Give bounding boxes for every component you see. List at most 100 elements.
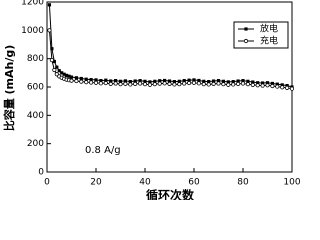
marker xyxy=(256,81,260,85)
marker xyxy=(246,79,250,83)
marker xyxy=(65,73,69,77)
marker xyxy=(84,80,89,85)
legend-label: 放电 xyxy=(260,23,278,35)
marker xyxy=(84,77,88,81)
marker xyxy=(103,80,108,86)
marker xyxy=(197,78,201,83)
marker xyxy=(226,80,230,84)
marker xyxy=(133,81,138,86)
marker xyxy=(177,82,182,87)
y-tick-label: 400 xyxy=(27,111,44,121)
marker xyxy=(270,83,275,89)
marker xyxy=(114,79,118,83)
x-axis-label: 循环次数 xyxy=(146,188,195,201)
marker xyxy=(158,79,162,83)
y-axis-label: 比容量 (mAh/g) xyxy=(2,45,16,132)
legend-label: 充电 xyxy=(260,35,278,47)
chart: 比容量 (mAh/g) 循环次数 0.8 A/g 020040060080010… xyxy=(2,0,300,201)
marker xyxy=(79,76,83,81)
marker xyxy=(245,82,250,87)
marker xyxy=(250,82,255,87)
marker xyxy=(104,78,108,82)
marker xyxy=(202,79,206,83)
marker xyxy=(123,79,127,83)
marker xyxy=(216,79,221,83)
marker xyxy=(212,79,216,83)
marker xyxy=(50,47,54,51)
marker xyxy=(275,84,280,89)
marker xyxy=(236,81,241,86)
marker xyxy=(231,82,236,87)
y-tick-label: 1200 xyxy=(21,0,44,8)
series-line xyxy=(48,4,293,88)
marker xyxy=(47,3,52,7)
marker xyxy=(275,82,279,86)
marker xyxy=(118,82,123,87)
marker xyxy=(55,65,59,69)
marker xyxy=(270,81,274,86)
marker xyxy=(52,67,57,73)
marker xyxy=(142,82,148,87)
marker xyxy=(62,72,66,76)
marker xyxy=(240,81,246,86)
marker xyxy=(191,80,197,85)
marker xyxy=(153,79,157,83)
x-tick-label: 60 xyxy=(188,178,200,188)
x-tick-label: 0 xyxy=(44,178,50,188)
marker xyxy=(241,79,245,83)
marker xyxy=(113,81,118,86)
marker xyxy=(187,80,192,86)
marker xyxy=(157,81,162,86)
marker xyxy=(69,75,74,79)
marker xyxy=(265,81,270,85)
marker xyxy=(265,83,270,88)
marker xyxy=(207,80,211,84)
marker xyxy=(162,81,167,86)
y-tick-label: 0 xyxy=(38,168,44,178)
marker xyxy=(196,81,201,86)
marker xyxy=(93,80,99,85)
marker xyxy=(138,79,142,83)
marker xyxy=(148,80,152,84)
marker xyxy=(201,82,206,87)
marker xyxy=(52,59,56,64)
marker xyxy=(251,80,255,84)
marker xyxy=(143,79,147,83)
plot-frame xyxy=(46,1,293,173)
marker xyxy=(94,78,98,82)
marker xyxy=(167,79,172,83)
marker xyxy=(74,76,78,80)
marker xyxy=(285,83,289,88)
marker xyxy=(177,79,181,83)
marker xyxy=(57,69,61,73)
marker xyxy=(47,28,52,33)
marker xyxy=(206,82,211,87)
marker xyxy=(182,79,186,83)
marker xyxy=(74,78,79,84)
x-tick-label: 80 xyxy=(237,178,249,188)
y-tick-label: 200 xyxy=(27,139,44,149)
marker xyxy=(280,85,285,90)
marker xyxy=(244,27,248,31)
marker xyxy=(49,57,55,63)
marker xyxy=(231,80,235,84)
marker xyxy=(172,80,176,84)
marker xyxy=(221,79,225,83)
marker xyxy=(182,81,187,86)
marker xyxy=(99,79,103,83)
legend-box xyxy=(233,21,289,49)
marker xyxy=(128,82,133,87)
marker xyxy=(216,81,221,86)
page: {"chart_data": {"type": "line", "y_label… xyxy=(0,0,300,200)
marker xyxy=(128,80,132,84)
marker xyxy=(236,79,240,83)
marker xyxy=(152,82,157,87)
marker xyxy=(118,79,123,83)
marker xyxy=(60,71,64,75)
marker xyxy=(255,83,260,88)
marker xyxy=(89,80,94,85)
marker xyxy=(172,82,177,87)
x-tick-label: 20 xyxy=(90,178,102,188)
marker xyxy=(243,38,249,44)
y-tick-label: 600 xyxy=(27,83,44,93)
